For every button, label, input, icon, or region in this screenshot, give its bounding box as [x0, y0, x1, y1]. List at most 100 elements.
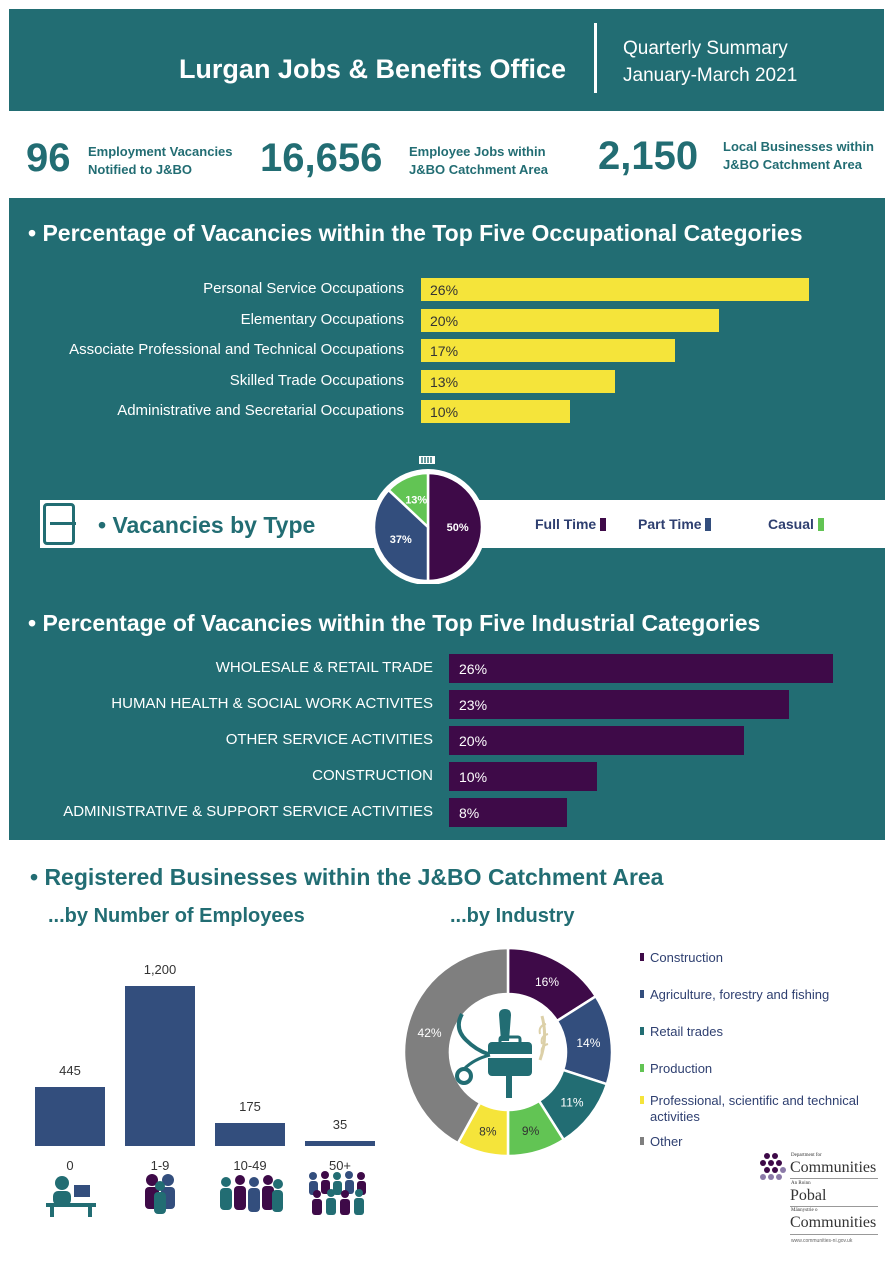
legend-part-time: Part Time	[638, 516, 712, 532]
legend-full-time-swatch	[600, 518, 607, 531]
occ-bar-value: 10%	[430, 404, 459, 420]
type-pie-slice	[372, 488, 430, 583]
legend-swatch	[640, 1064, 644, 1072]
header-divider	[594, 23, 597, 93]
employees-category-label: 0	[66, 1158, 74, 1173]
registered-title: • Registered Businesses within the J&BO …	[30, 864, 664, 890]
employees-category-label: 10-49	[233, 1158, 267, 1173]
occ-bar	[421, 400, 571, 423]
occ-bar-label: Skilled Trade Occupations	[229, 371, 404, 389]
subtitle-quarterly: Quarterly Summary	[623, 38, 788, 59]
stat-jobs-label-line1: Employee Jobs within	[409, 144, 546, 159]
ind-bar	[449, 762, 597, 791]
employees-category-label: 50+	[328, 1158, 352, 1173]
occ-bar	[421, 369, 615, 393]
vacancies-type-watch: 50% 37% 13%	[370, 456, 486, 584]
watch-crown-icon	[419, 456, 435, 464]
type-pie-label: 50%	[447, 522, 469, 534]
occ-bar-value: 17%	[430, 343, 459, 359]
type-pie-slice	[426, 471, 484, 583]
ind-bar-value: 26%	[459, 661, 488, 677]
legend-label: Agriculture, forestry and fishing	[650, 987, 830, 1002]
employees-category-label: 1-9	[150, 1158, 170, 1173]
logo-pobal: Pobal	[790, 1187, 827, 1204]
industrial-chart-title: • Percentage of Vacancies within the Top…	[28, 610, 761, 636]
watch-crown-ridges	[421, 457, 432, 463]
vacancies-type-title: • Vacancies by Type	[98, 512, 316, 538]
ind-bar-label: WHOLESALE & RETAIL TRADE	[215, 659, 433, 676]
stat-jobs-value: 16,656	[260, 136, 383, 180]
logo-dept-for: Department for	[791, 1153, 822, 1158]
legend-casual-label: Casual	[768, 516, 814, 532]
occ-bar-label: Personal Service Occupations	[203, 280, 404, 297]
stat-vacancies-label-line1: Employment Vacancies	[88, 144, 233, 159]
occ-bar-label: Administrative and Secretarial Occupatio…	[117, 402, 404, 419]
ind-bar-value: 20%	[459, 733, 488, 749]
occ-bar-value: 13%	[430, 373, 459, 390]
donut-slice-label: 16%	[535, 975, 559, 989]
industry-legend: Construction Agriculture, forestry and f…	[640, 950, 885, 1150]
logo-mannystrie: Männystrie o	[791, 1208, 818, 1213]
stat-jobs-label: Employee Jobs within J&BO Catchment Area	[409, 143, 548, 179]
donut-slice-label: 11%	[560, 1096, 583, 1110]
employees-bar-value: 1,200	[143, 962, 177, 977]
occ-bar	[421, 308, 720, 332]
occ-bar-label: Elementary Occupations	[240, 310, 404, 328]
logo-divider-3	[790, 1234, 878, 1235]
occ-bar-value: 20%	[430, 312, 459, 329]
donut-slice-label: 8%	[479, 1124, 497, 1138]
logo-divider-2	[790, 1206, 878, 1207]
donut-slice	[402, 946, 510, 1145]
employees-bar	[305, 1141, 375, 1146]
industry-subtitle: ...by Industry	[450, 905, 575, 927]
employees-bar	[125, 986, 195, 1146]
stat-jobs-label-line2: J&BO Catchment Area	[409, 162, 548, 177]
stat-vacancies-value: 96	[26, 136, 71, 180]
legend-label: Other	[650, 1134, 683, 1149]
logo-url: www.communities-ni.gov.uk	[791, 1238, 853, 1244]
header-banner: Lurgan Jobs & Benefits Office Quarterly …	[9, 9, 884, 111]
legend-label: Retail trades	[650, 1024, 723, 1039]
legend-production: Production	[640, 1061, 885, 1093]
legend-full-time: Full Time	[535, 516, 607, 532]
header-subtitle: Quarterly Summary January-March 2021	[623, 35, 797, 89]
ind-bar	[449, 690, 789, 719]
ind-bar-value: 8%	[459, 805, 480, 821]
legend-retail: Retail trades	[640, 1024, 885, 1061]
legend-full-time-label: Full Time	[535, 516, 597, 532]
large-group-icon	[309, 1171, 366, 1215]
ind-bar-label: CONSTRUCTION	[312, 767, 433, 784]
tools-icon	[455, 1009, 549, 1098]
occ-bar-value: 26%	[430, 282, 459, 298]
legend-label: Construction	[650, 950, 723, 965]
employees-bar-value: 445	[59, 1062, 81, 1078]
legend-label: Production	[650, 1061, 713, 1076]
ind-bar	[449, 726, 745, 755]
type-pie-label: 37%	[390, 534, 412, 546]
stat-businesses-label-line2: J&BO Catchment Area	[723, 157, 862, 172]
type-pie-slice	[386, 471, 430, 530]
single-person-desk-icon	[46, 1176, 96, 1217]
employees-bar	[215, 1122, 285, 1146]
legend-swatch	[640, 1096, 644, 1104]
employees-bar-value: 175	[239, 1098, 261, 1114]
ind-bar-value: 10%	[459, 769, 488, 785]
ind-bar-label: HUMAN HEALTH & SOCIAL WORK ACTIVITES	[111, 695, 433, 712]
stat-businesses-label-line1: Local Businesses within	[723, 139, 874, 154]
legend-agriculture: Agriculture, forestry and fishing	[640, 987, 885, 1024]
occ-bar	[421, 339, 675, 362]
occupational-chart-title: • Percentage of Vacancies within the Top…	[28, 220, 803, 246]
ind-bar-label: OTHER SERVICE ACTIVITIES	[225, 731, 433, 748]
ind-bar	[449, 798, 568, 827]
donut-slice-label: 9%	[522, 1124, 540, 1138]
industry-donut-chart: 16% 14% 11% 9% 8% 42%	[402, 946, 614, 1158]
subtitle-period: January-March 2021	[623, 65, 798, 86]
industry-donut-slices: 16% 14% 11% 9% 8% 42%	[402, 946, 614, 1158]
donut-slice-label: 42%	[418, 1026, 442, 1040]
ind-bar-value: 23%	[459, 697, 488, 713]
stat-vacancies-label: Employment Vacancies Notified to J&BO	[88, 143, 233, 179]
ind-bar	[449, 654, 833, 683]
occ-bar-label: Associate Professional and Technical Occ…	[69, 341, 404, 358]
ind-bar-label: ADMINISTRATIVE & SUPPORT SERVICE ACTIVIT…	[63, 803, 433, 820]
employees-subtitle: ...by Number of Employees	[48, 905, 305, 927]
